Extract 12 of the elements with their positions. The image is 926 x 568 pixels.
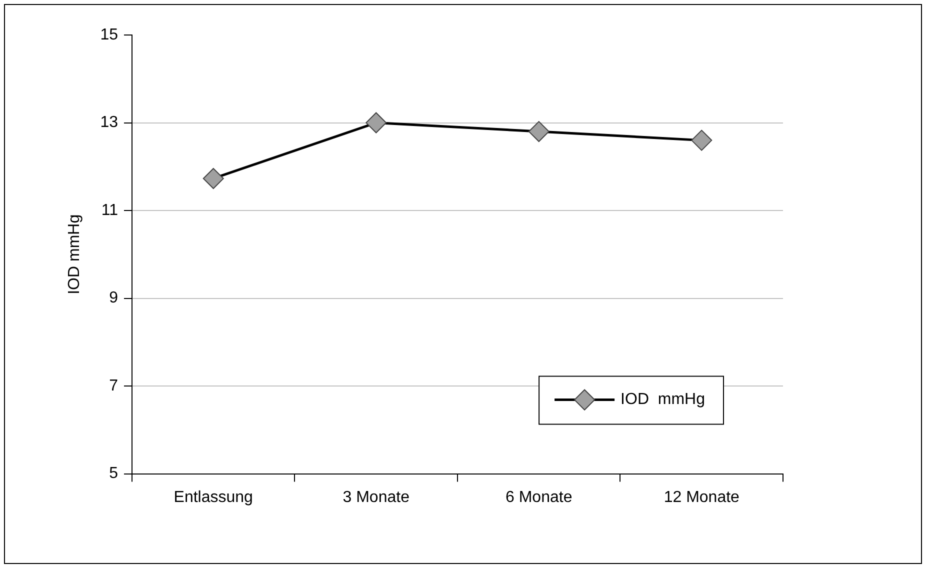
y-tick-label: 15: [100, 26, 118, 44]
y-tick-label: 5: [109, 465, 118, 482]
y-tick-label: 9: [109, 290, 118, 307]
x-tick-label: 12 Monate: [664, 488, 740, 506]
x-tick-label: 6 Monate: [506, 488, 572, 506]
legend-label: IOD mmHg: [620, 391, 706, 408]
x-tick-label: Entlassung: [174, 488, 253, 506]
y-tick-label: 13: [100, 114, 118, 132]
y-axis-title: IOD mmHg: [66, 214, 84, 294]
y-tick-label: 7: [109, 377, 118, 394]
x-tick-label: 3 Monate: [342, 488, 410, 506]
y-tick-label: 11: [101, 202, 118, 219]
